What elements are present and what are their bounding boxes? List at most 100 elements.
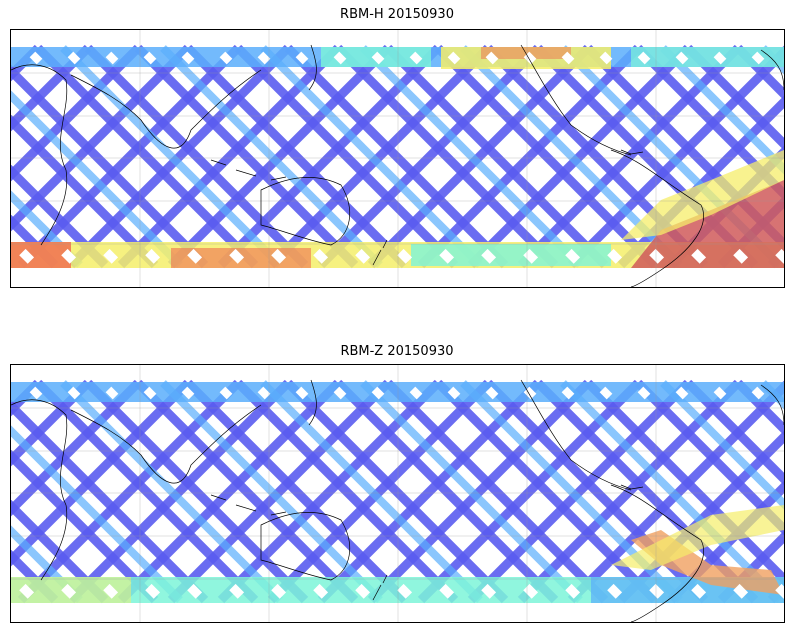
gap bbox=[565, 248, 581, 264]
gap bbox=[67, 51, 81, 65]
swath-track bbox=[334, 379, 559, 604]
swath-track bbox=[11, 114, 159, 269]
gap bbox=[29, 51, 43, 65]
swath-track bbox=[260, 380, 483, 603]
gap bbox=[561, 51, 575, 65]
gap bbox=[181, 386, 195, 400]
swath-track bbox=[234, 379, 459, 604]
gap bbox=[565, 583, 581, 599]
coastline bbox=[620, 484, 644, 490]
gap bbox=[219, 51, 233, 65]
swath-track bbox=[167, 379, 392, 604]
swath-track bbox=[584, 379, 784, 586]
gap bbox=[447, 51, 461, 65]
gap bbox=[775, 248, 784, 264]
gap bbox=[271, 583, 287, 599]
gap bbox=[219, 386, 233, 400]
coastline bbox=[520, 44, 632, 156]
coastline bbox=[760, 384, 784, 426]
gap bbox=[313, 248, 329, 264]
swath-track bbox=[184, 44, 409, 269]
gap bbox=[409, 386, 423, 400]
gap bbox=[229, 248, 245, 264]
swath-track bbox=[660, 380, 784, 510]
swath-track bbox=[567, 380, 784, 604]
swath-track bbox=[367, 44, 592, 269]
swath-tracks bbox=[11, 44, 784, 269]
swath-track bbox=[160, 380, 383, 603]
gap bbox=[271, 248, 287, 264]
gap bbox=[397, 248, 413, 264]
band bbox=[631, 47, 784, 67]
gap bbox=[599, 51, 613, 65]
swath-track bbox=[11, 90, 183, 268]
gap bbox=[637, 51, 651, 65]
swath-track bbox=[11, 190, 83, 268]
gap bbox=[333, 51, 347, 65]
swath-track bbox=[134, 379, 359, 604]
swath-track bbox=[11, 64, 209, 269]
gap bbox=[257, 51, 271, 65]
gap bbox=[143, 51, 157, 65]
swath-track bbox=[734, 379, 784, 436]
swath-track bbox=[67, 44, 292, 269]
swath-track bbox=[11, 379, 92, 467]
band bbox=[11, 382, 784, 402]
swath-track bbox=[384, 44, 609, 269]
coastlines bbox=[11, 44, 784, 287]
gap bbox=[675, 51, 689, 65]
gap bbox=[733, 248, 749, 264]
swath-track bbox=[11, 425, 183, 603]
swath-map bbox=[11, 365, 784, 622]
coastline bbox=[610, 149, 704, 287]
gap bbox=[691, 583, 707, 599]
gap bbox=[713, 386, 727, 400]
gap bbox=[481, 248, 497, 264]
swath-track bbox=[34, 44, 259, 269]
coastline bbox=[308, 44, 317, 91]
gap bbox=[561, 386, 575, 400]
north-band bbox=[11, 382, 784, 402]
gap bbox=[371, 51, 385, 65]
gap bbox=[733, 583, 749, 599]
gap bbox=[187, 583, 203, 599]
coastline bbox=[308, 379, 317, 426]
north-band bbox=[11, 47, 784, 69]
swath-track bbox=[684, 44, 784, 151]
panel-title: RBM-Z 20150930 bbox=[340, 344, 454, 359]
gap bbox=[439, 248, 455, 264]
map-frame bbox=[10, 29, 785, 288]
swath-track bbox=[634, 44, 784, 201]
gap bbox=[105, 51, 119, 65]
swath-track bbox=[534, 379, 759, 604]
coastline bbox=[610, 484, 704, 622]
swath-track bbox=[334, 44, 559, 269]
gap bbox=[713, 51, 727, 65]
gap bbox=[19, 583, 35, 599]
swath-track bbox=[11, 499, 109, 604]
gap bbox=[257, 386, 271, 400]
swath-track bbox=[384, 379, 609, 604]
gap bbox=[143, 386, 157, 400]
coastline bbox=[70, 404, 262, 484]
gap bbox=[333, 386, 347, 400]
gap bbox=[295, 386, 309, 400]
coastline bbox=[372, 574, 388, 601]
gap bbox=[29, 386, 43, 400]
gap bbox=[691, 248, 707, 264]
gap bbox=[607, 248, 623, 264]
coastline bbox=[760, 49, 784, 91]
swath-tracks bbox=[11, 379, 784, 604]
gap bbox=[103, 248, 119, 264]
swath-track bbox=[11, 44, 192, 232]
swath-track bbox=[634, 379, 784, 536]
swath-track bbox=[717, 530, 784, 604]
map-frame bbox=[10, 364, 785, 623]
coastline bbox=[11, 399, 68, 581]
coastline bbox=[260, 177, 350, 246]
gap bbox=[67, 386, 81, 400]
swath-track bbox=[11, 549, 59, 604]
swath-track bbox=[134, 44, 359, 269]
swath-track bbox=[560, 380, 783, 603]
coastline bbox=[620, 149, 644, 155]
